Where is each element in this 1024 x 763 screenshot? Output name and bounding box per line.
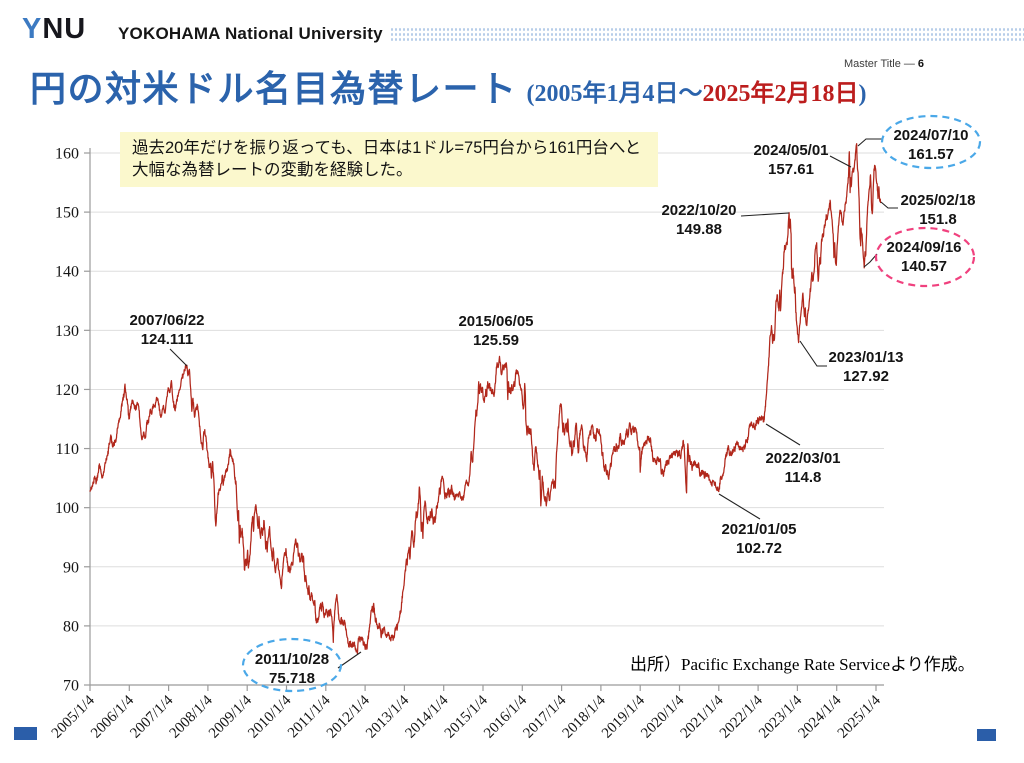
annotation-leader-2023-01-13 [799,340,827,367]
y-axis-label-90: 90 [63,559,79,576]
master-title-label: Master Title —6 [844,58,924,70]
annotation-leader-2025-02-18 [880,201,898,209]
annotation-value-2024-09-16: 140.57 [901,258,947,275]
annotation-value-2015-06-05: 125.59 [473,332,519,349]
summary-note-line2: 大幅な為替レートの変動を経験した。 [132,161,413,179]
annotation-leader-2022-03-01 [765,423,801,446]
annotation-date-2023-01-13: 2023/01/13 [828,349,903,366]
y-axis-label-80: 80 [63,618,79,635]
annotation-value-2023-01-13: 127.92 [843,368,889,385]
annotation-leader-2024-09-16 [863,253,878,268]
annotation-value-2024-05-01: 157.61 [768,161,814,178]
annotation-value-2025-02-18: 151.8 [919,211,957,228]
annotation-ellipse-2024-07-10 [880,114,982,170]
annotation-value-2021-01-05: 102.72 [736,540,782,557]
title-date-range: (2005年1月4日～2025年2月18日) [527,73,867,108]
summary-note-box: 過去20年だけを振り返っても、日本は1ドル=75円台から161円台へと 大幅な為… [120,132,658,187]
annotation-leader-2007-06-22 [169,348,188,367]
university-wordmark: YOKOHAMA National University [118,24,383,43]
annotation-value-2024-07-10: 161.57 [908,146,954,163]
annotation-date-2024-05-01: 2024/05/01 [753,142,828,159]
annotation-ellipse-2024-09-16 [874,226,976,288]
ynu-logo: YNU [22,15,86,44]
annotation-leader-2022-10-20 [740,212,790,217]
title-range-suffix: ) [858,81,867,107]
y-axis-label-110: 110 [56,441,79,458]
y-axis-label-130: 130 [55,323,79,340]
master-title-text: Master Title — [843,58,915,70]
annotation-leader-2021-01-05 [718,493,761,520]
exchange-rate-line [89,143,882,655]
ynu-logo-y: Y [22,13,43,45]
ynu-logo-nu: NU [42,13,87,45]
master-title-number: 6 [917,58,924,70]
annotation-date-2007-06-22: 2007/06/22 [129,312,204,329]
annotation-ellipse-2011-10-28 [241,637,343,693]
header-dot-pattern [390,27,1024,43]
title-range-end-date: 2025年2月18日 [702,81,859,107]
summary-note-line1: 過去20年だけを振り返っても、日本は1ドル=75円台から161円台へと [132,139,642,157]
bottom-left-accent-square [14,727,37,740]
title-main-text: 円の対米ドル名目為替レート [30,68,518,109]
annotation-date-2022-10-20: 2022/10/20 [661,202,736,219]
annotation-date-2024-07-10: 2024/07/10 [893,127,968,144]
x-axis-label-5: 2010/1/4 [245,692,294,741]
data-source-label: 出所）Pacific Exchange Rate Serviceより作成。 [630,655,975,674]
annotation-value-2007-06-22: 124.111 [141,331,194,348]
bottom-right-accent-square [977,729,996,741]
annotation-date-2011-10-28: 2011/10/28 [255,651,329,668]
y-axis-label-100: 100 [55,500,79,517]
annotation-value-2022-10-20: 149.88 [676,221,722,238]
y-axis-label-150: 150 [55,205,79,222]
annotation-date-2015-06-05: 2015/06/05 [458,313,533,330]
annotation-leader-2024-05-01 [829,155,852,168]
annotation-date-2025-02-18: 2025/02/18 [900,192,975,209]
y-axis-label-140: 140 [55,264,79,281]
title-range-prefix: (2005年1月4日～ [526,81,703,107]
y-axis-label-160: 160 [55,146,79,163]
x-axis-label-20: 2025/1/4 [835,692,884,741]
annotation-leader-2024-07-10 [857,138,882,147]
annotation-value-2022-03-01: 114.8 [785,469,822,486]
slide-title: 円の対米ドル名目為替レート (2005年1月4日～2025年2月18日) [30,60,867,112]
annotation-value-2011-10-28: 75.718 [269,670,315,687]
y-axis-label-120: 120 [55,382,79,399]
annotation-date-2024-09-16: 2024/09/16 [886,239,961,256]
annotation-date-2022-03-01: 2022/03/01 [765,450,840,467]
y-axis-label-70: 70 [63,678,79,695]
annotation-date-2021-01-05: 2021/01/05 [721,521,796,538]
